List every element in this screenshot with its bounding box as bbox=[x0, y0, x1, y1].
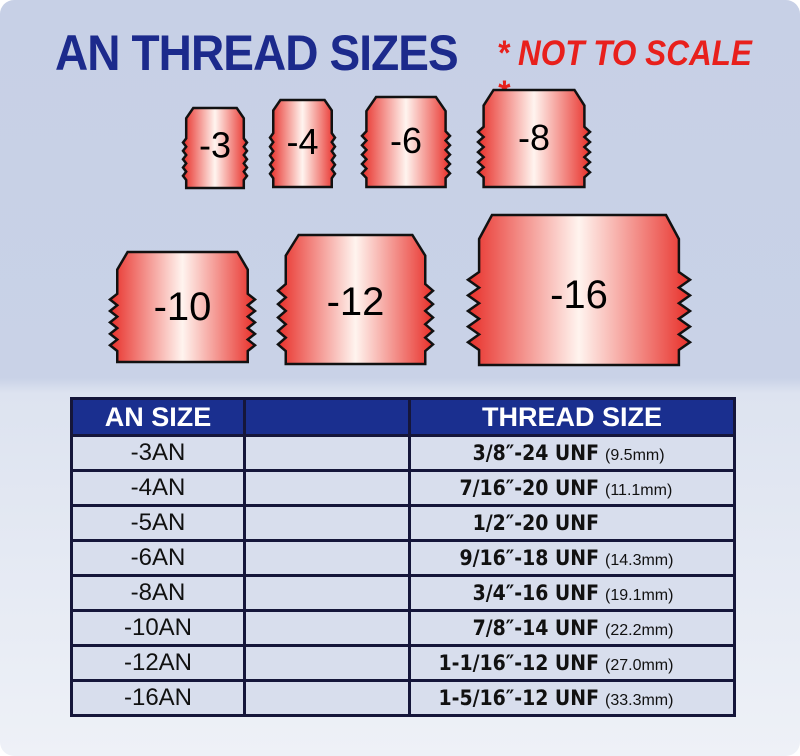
thread-cell: 3/4″-16 UNF (19.1mm) bbox=[408, 574, 736, 612]
header-blank bbox=[243, 397, 411, 437]
header-thread-size: THREAD SIZE bbox=[408, 397, 736, 437]
fitting-label: -10 bbox=[154, 285, 212, 329]
table-header: AN SIZE THREAD SIZE bbox=[70, 397, 736, 437]
blank-cell bbox=[243, 609, 411, 647]
blank-cell bbox=[243, 644, 411, 682]
thread-spec: 1-5/16″-12 UNF bbox=[438, 686, 599, 710]
table-row: -8AN 3/4″-16 UNF (19.1mm) bbox=[70, 574, 736, 612]
thread-spec: 9/16″-18 UNF bbox=[459, 546, 599, 570]
thread-cell: 1/2″-20 UNF bbox=[408, 504, 736, 542]
fitting-shape bbox=[360, 95, 452, 189]
thread-spec: 7/8″-14 UNF bbox=[472, 616, 599, 640]
blank-cell bbox=[243, 504, 411, 542]
blank-cell bbox=[243, 679, 411, 717]
an-size-cell: -5AN bbox=[70, 504, 246, 542]
thread-mm: (14.3mm) bbox=[605, 552, 674, 569]
thread-cell: 9/16″-18 UNF (14.3mm) bbox=[408, 539, 736, 577]
table-row: -6AN 9/16″-18 UNF (14.3mm) bbox=[70, 539, 736, 577]
blank-cell bbox=[243, 574, 411, 612]
table-row: -4AN 7/16″-20 UNF (11.1mm) bbox=[70, 469, 736, 507]
thread-mm: (33.3mm) bbox=[605, 692, 674, 709]
an-size-cell: -10AN bbox=[70, 609, 246, 647]
fitting-10: -10 bbox=[107, 250, 258, 364]
table-row: -3AN 3/8″-24 UNF (9.5mm) bbox=[70, 434, 736, 472]
fitting-4: -4 bbox=[268, 98, 337, 189]
fitting-3: -3 bbox=[181, 106, 249, 190]
blank-cell bbox=[243, 539, 411, 577]
thread-spec: 7/16″-20 UNF bbox=[459, 476, 599, 500]
fitting-shape bbox=[465, 213, 693, 367]
chart-title: AN THREAD SIZES bbox=[55, 25, 459, 81]
header-an-size: AN SIZE bbox=[70, 397, 246, 437]
thread-mm: (19.1mm) bbox=[605, 587, 674, 604]
fitting-12: -12 bbox=[276, 233, 435, 366]
thread-mm: (27.0mm) bbox=[605, 657, 674, 674]
fitting-shape bbox=[107, 250, 258, 364]
thread-mm: (11.1mm) bbox=[605, 482, 673, 499]
fitting-shape bbox=[276, 233, 435, 366]
an-size-cell: -8AN bbox=[70, 574, 246, 612]
fittings-illustration: -3 -4 -6 -8 -10 -12 -16 bbox=[107, 88, 693, 367]
table-row: -12AN 1-1/16″-12 UNF (27.0mm) bbox=[70, 644, 736, 682]
thread-cell: 7/8″-14 UNF (22.2mm) bbox=[408, 609, 736, 647]
fitting-8: -8 bbox=[476, 88, 592, 189]
fitting-label: -3 bbox=[199, 125, 231, 166]
thread-mm: (9.5mm) bbox=[605, 447, 665, 464]
fitting-label: -8 bbox=[518, 117, 550, 158]
thread-cell: 3/8″-24 UNF (9.5mm) bbox=[408, 434, 736, 472]
fitting-label: -12 bbox=[327, 280, 385, 324]
thread-spec: 3/4″-16 UNF bbox=[472, 581, 599, 605]
fitting-6: -6 bbox=[360, 95, 452, 189]
thread-spec: 1/2″-20 UNF bbox=[472, 511, 599, 535]
thread-cell: 7/16″-20 UNF (11.1mm) bbox=[408, 469, 736, 507]
an-size-cell: -16AN bbox=[70, 679, 246, 717]
thread-spec: 3/8″-24 UNF bbox=[472, 441, 599, 465]
thread-cell: 1-5/16″-12 UNF (33.3mm) bbox=[408, 679, 736, 717]
table-row: -10AN 7/8″-14 UNF (22.2mm) bbox=[70, 609, 736, 647]
not-to-scale-note: * NOT TO SCALE * bbox=[497, 34, 752, 113]
fitting-label: -6 bbox=[390, 120, 422, 161]
thread-size-table: AN SIZE THREAD SIZE -3AN 3/8″-24 UNF (9.5… bbox=[70, 397, 736, 717]
fitting-16: -16 bbox=[465, 213, 693, 367]
blank-cell bbox=[243, 469, 411, 507]
an-size-cell: -4AN bbox=[70, 469, 246, 507]
an-size-cell: -12AN bbox=[70, 644, 246, 682]
table-row: -5AN 1/2″-20 UNF bbox=[70, 504, 736, 542]
fitting-label: -4 bbox=[286, 121, 318, 162]
thread-cell: 1-1/16″-12 UNF (27.0mm) bbox=[408, 644, 736, 682]
fitting-shape bbox=[268, 98, 337, 189]
table-row: -16AN 1-5/16″-12 UNF (33.3mm) bbox=[70, 679, 736, 717]
thread-mm: (22.2mm) bbox=[605, 622, 674, 639]
blank-cell bbox=[243, 434, 411, 472]
an-size-cell: -6AN bbox=[70, 539, 246, 577]
fitting-shape bbox=[476, 88, 592, 189]
fitting-label: -16 bbox=[550, 273, 608, 317]
fitting-shape bbox=[181, 106, 249, 190]
an-size-cell: -3AN bbox=[70, 434, 246, 472]
thread-spec: 1-1/16″-12 UNF bbox=[438, 651, 599, 675]
